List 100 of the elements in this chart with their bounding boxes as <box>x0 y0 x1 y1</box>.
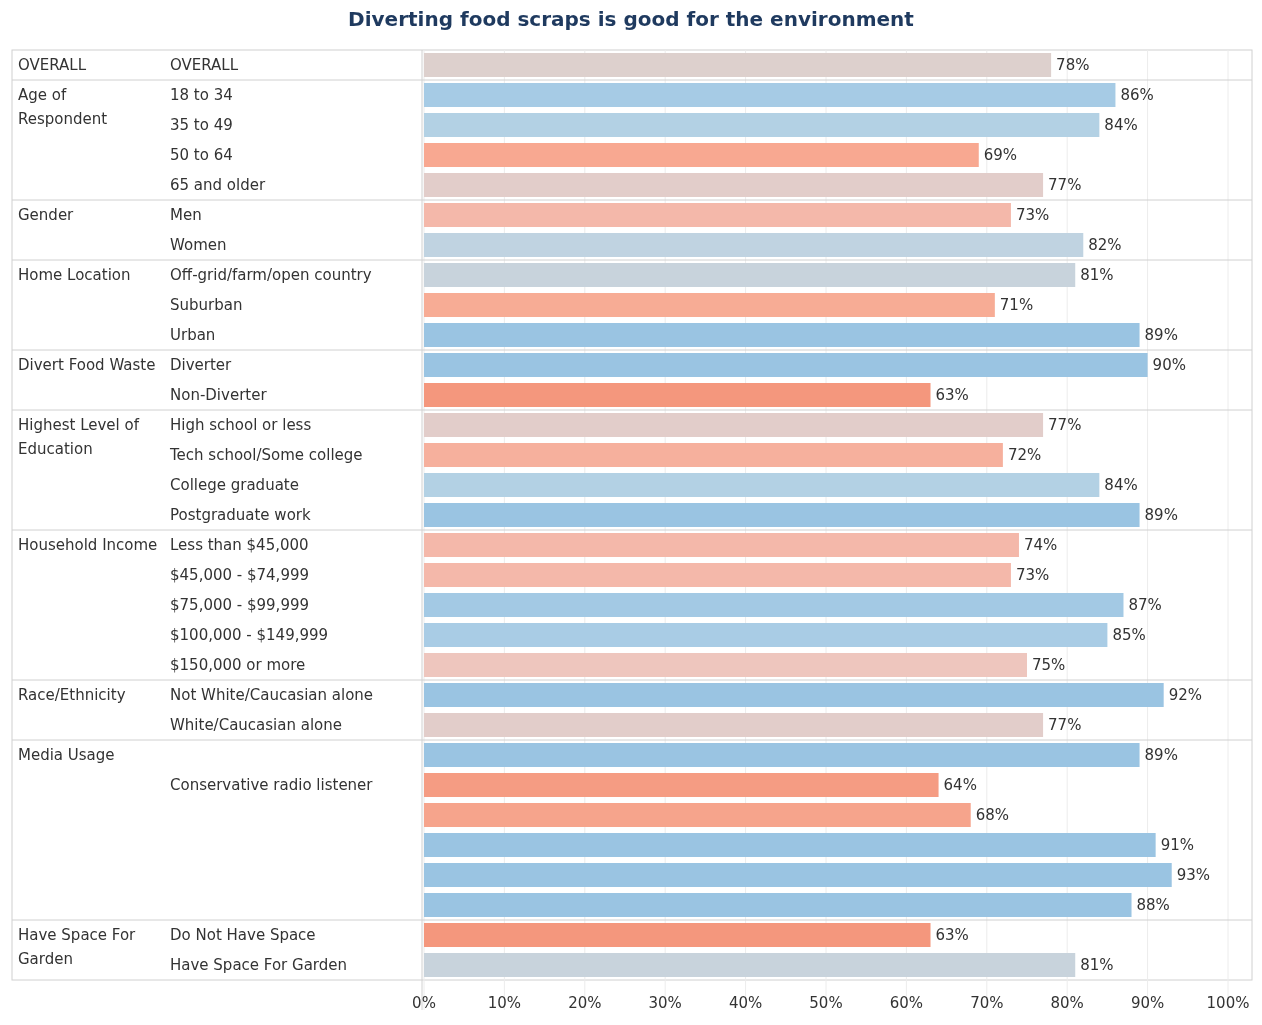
y-tick-label: Tech school/Some college <box>169 446 363 464</box>
data-label: 84% <box>1104 116 1138 134</box>
text: Highest Level of Education <box>18 416 140 458</box>
text: OVERALL <box>18 56 87 74</box>
data-label: 71% <box>999 296 1034 314</box>
bar <box>424 563 1011 587</box>
x-tick-label: 90% <box>1130 994 1165 1012</box>
bar <box>424 203 1011 227</box>
bar <box>424 743 1140 767</box>
data-label: 73% <box>1015 206 1050 224</box>
data-label: 82% <box>1088 236 1122 254</box>
text: Media Usage <box>18 746 115 764</box>
bar <box>424 833 1156 857</box>
y-tick-label: Men <box>170 206 202 224</box>
x-tick-label: 80% <box>1050 994 1084 1012</box>
bar <box>424 593 1124 617</box>
chart-title: Diverting food scraps is good for the environment <box>348 7 915 31</box>
bar <box>424 293 995 317</box>
data-label: 77% <box>1048 176 1082 194</box>
data-label: 78% <box>1056 56 1090 74</box>
bar <box>424 413 1044 437</box>
y-tick-label: Diverter <box>170 356 233 374</box>
y-tick-label: $150,000 or more <box>170 656 306 674</box>
y-tick-label: High school or less <box>170 416 312 434</box>
y-tick-label: Have Space For Garden <box>170 956 348 974</box>
y-tick-label: 18 to 34 <box>170 86 233 104</box>
text: Gender <box>18 206 75 224</box>
data-label: 89% <box>1144 506 1178 524</box>
data-label: 93% <box>1176 866 1211 884</box>
bar <box>424 113 1100 137</box>
y-tick-label: Do Not Have Space <box>170 926 316 944</box>
bar <box>424 683 1164 707</box>
bar <box>424 713 1044 737</box>
bar <box>424 923 931 947</box>
bar <box>424 323 1140 347</box>
x-tick-label: 10% <box>487 994 522 1012</box>
data-label: 92% <box>1168 686 1203 704</box>
y-tick-label: 35 to 49 <box>170 116 233 134</box>
data-label: 69% <box>983 146 1018 164</box>
y-tick-label: College graduate <box>170 476 299 494</box>
y-tick-label: $45,000 - $74,999 <box>170 566 310 584</box>
bar <box>424 863 1172 887</box>
data-label: 73% <box>1015 566 1050 584</box>
bar <box>424 653 1027 677</box>
bar <box>424 533 1019 557</box>
data-label: 86% <box>1120 86 1154 104</box>
x-tick-label: 70% <box>970 994 1004 1012</box>
data-label: 74% <box>1023 536 1058 554</box>
data-label: 77% <box>1048 416 1082 434</box>
data-label: 85% <box>1112 626 1146 644</box>
data-label: 81% <box>1080 956 1114 974</box>
bar <box>424 473 1100 497</box>
text: Race/Ethnicity <box>18 686 126 704</box>
data-label: 89% <box>1144 326 1178 344</box>
data-label: 88% <box>1136 896 1170 914</box>
data-label: 63% <box>935 386 969 404</box>
bar <box>424 443 1003 467</box>
x-tick-label: 20% <box>568 994 602 1012</box>
bar <box>424 893 1132 917</box>
y-tick-label: Less than $45,000 <box>170 536 309 554</box>
bar <box>424 803 971 827</box>
y-tick-label: OVERALL <box>170 56 239 74</box>
y-tick-label: Non-Diverter <box>170 386 268 404</box>
bar <box>424 503 1140 527</box>
data-label: 84% <box>1104 476 1138 494</box>
data-label: 75% <box>1032 656 1066 674</box>
y-tick-label: 65 and older <box>170 176 266 194</box>
data-label: 68% <box>975 806 1010 824</box>
data-label: 63% <box>935 926 969 944</box>
y-tick-label: $100,000 - $149,999 <box>170 626 329 644</box>
bar <box>424 83 1116 107</box>
x-tick-label: 60% <box>889 994 924 1012</box>
y-tick-label: Conservative radio listener <box>170 776 374 794</box>
x-tick-label: 30% <box>648 994 682 1012</box>
y-tick-label: Off-grid/farm/open country <box>170 266 372 284</box>
y-tick-label: $75,000 - $99,999 <box>170 596 310 614</box>
text: Divert Food Waste <box>18 356 156 374</box>
text: Age of Respondent <box>18 86 108 128</box>
y-tick-label: White/Caucasian alone <box>170 716 343 734</box>
text: Household Income <box>18 536 158 554</box>
data-label: 81% <box>1080 266 1114 284</box>
bar <box>424 353 1148 377</box>
data-label: 87% <box>1128 596 1162 614</box>
y-tick-label: Postgraduate work <box>170 506 311 524</box>
x-tick-label: 0% <box>412 994 436 1012</box>
data-label: 90% <box>1152 356 1186 374</box>
bar <box>424 383 931 407</box>
y-tick-label: Suburban <box>170 296 243 314</box>
bar <box>424 53 1052 77</box>
text: Home Location <box>18 266 131 284</box>
data-label: 64% <box>943 776 977 794</box>
y-tick-label: Urban <box>170 326 216 344</box>
x-tick-label: 50% <box>809 994 843 1012</box>
y-tick-label: 50 to 64 <box>170 146 233 164</box>
bar <box>424 173 1044 197</box>
bar <box>424 143 979 167</box>
y-tick-label: Women <box>170 236 227 254</box>
data-label: 89% <box>1144 746 1178 764</box>
x-tick-label: 40% <box>728 994 763 1012</box>
text: Have Space For Garden <box>18 926 137 968</box>
